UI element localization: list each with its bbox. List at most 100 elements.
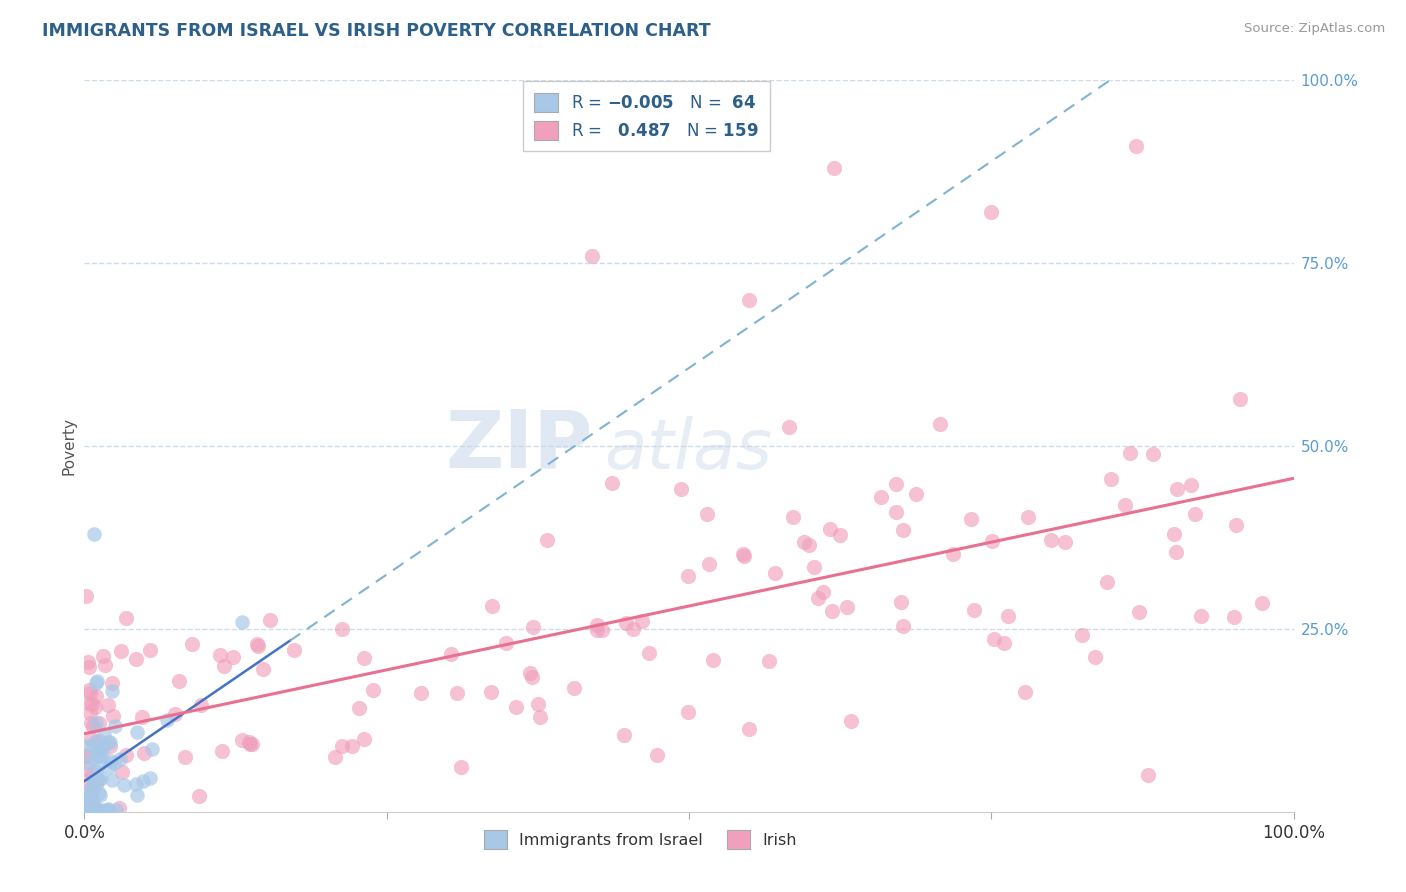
Point (125, 789, 148, 803)
Point (1071, 628, 1094, 642)
Point (75, 803, 97, 817)
Point (581, 249, 603, 263)
Point (86, 772, 108, 786)
Point (76, 801, 98, 815)
Point (89, 756, 111, 770)
Point (94, 657, 117, 672)
Point (83, 773, 105, 788)
Point (80, 794, 103, 808)
Point (115, 748, 138, 763)
Point (75, 801, 97, 815)
Point (891, 523, 914, 537)
Point (1125, 139, 1147, 153)
Point (76, 747, 98, 762)
Point (481, 599, 503, 613)
Point (80, 780, 103, 794)
Point (807, 591, 830, 605)
Point (98, 760, 121, 774)
Point (231, 615, 253, 629)
Point (105, 803, 128, 817)
Point (101, 772, 124, 787)
Point (440, 647, 463, 661)
Point (125, 724, 148, 739)
Point (818, 522, 841, 536)
Point (997, 609, 1019, 624)
Point (536, 533, 558, 547)
Point (602, 476, 624, 491)
Point (82, 719, 104, 733)
Point (811, 585, 834, 599)
Point (138, 771, 160, 785)
Point (108, 752, 131, 766)
Point (1099, 472, 1122, 486)
Point (890, 595, 912, 609)
Point (87, 716, 110, 731)
Point (259, 613, 281, 627)
Point (891, 618, 914, 632)
Point (614, 615, 637, 630)
Point (97, 802, 120, 816)
Point (75, 788, 97, 802)
Point (103, 719, 125, 733)
Point (97, 698, 120, 712)
Point (86, 676, 108, 690)
Point (76, 756, 98, 771)
Point (84, 764, 107, 778)
Text: IMMIGRANTS FROM ISRAEL VS IRISH POVERTY CORRELATION CHART: IMMIGRANTS FROM ISRAEL VS IRISH POVERTY … (42, 22, 711, 40)
Point (697, 557, 720, 571)
Point (75, 786, 97, 800)
Point (103, 708, 125, 723)
Point (1114, 498, 1136, 512)
Point (83, 751, 105, 765)
Point (239, 737, 262, 751)
Point (591, 623, 613, 637)
Point (1040, 533, 1063, 548)
Legend: Immigrants from Israel, Irish: Immigrants from Israel, Irish (478, 823, 803, 855)
Point (993, 636, 1015, 650)
Point (76, 656, 98, 670)
Point (479, 685, 502, 699)
Point (585, 623, 607, 637)
Point (981, 533, 1004, 548)
Point (231, 732, 253, 747)
Point (75, 761, 97, 775)
Point (669, 482, 692, 496)
Point (141, 742, 163, 756)
Point (80, 801, 103, 815)
Point (98, 735, 121, 749)
Point (1163, 527, 1185, 541)
Point (238, 735, 260, 749)
Point (738, 293, 761, 307)
Point (884, 477, 907, 491)
Point (621, 623, 644, 637)
Point (84, 734, 107, 748)
Point (495, 636, 517, 650)
Point (823, 161, 845, 175)
Point (1229, 392, 1251, 407)
Point (82, 767, 104, 781)
Point (79, 789, 101, 803)
Point (209, 648, 232, 663)
Point (645, 747, 668, 762)
Point (80, 783, 103, 797)
Point (83, 526, 105, 541)
Point (793, 535, 815, 549)
Point (529, 710, 551, 724)
Point (87, 773, 110, 788)
Point (82, 738, 104, 752)
Point (111, 765, 134, 780)
Point (75, 749, 97, 764)
Point (1014, 684, 1036, 698)
Point (174, 750, 197, 764)
Point (1180, 477, 1202, 491)
Point (80, 781, 103, 796)
Point (76, 773, 98, 788)
Point (330, 739, 353, 754)
Point (676, 705, 699, 719)
Point (76, 801, 98, 815)
Point (83, 699, 105, 714)
Point (246, 636, 269, 650)
Point (522, 620, 544, 634)
Point (1223, 610, 1246, 624)
Point (103, 756, 125, 770)
